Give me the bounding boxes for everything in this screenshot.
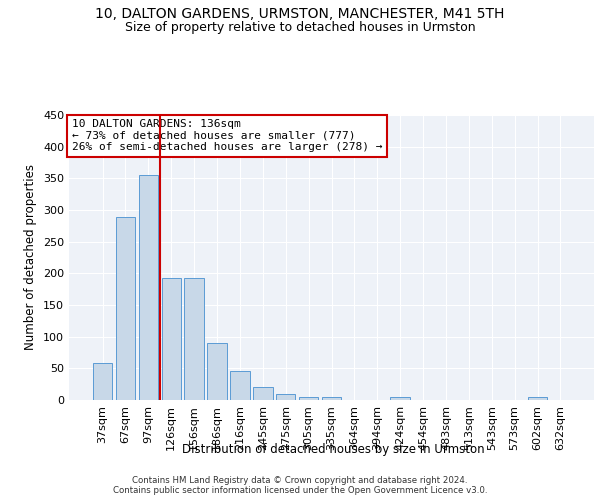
Y-axis label: Number of detached properties: Number of detached properties: [25, 164, 37, 350]
Bar: [299, 397, 319, 400]
Text: 10, DALTON GARDENS, URMSTON, MANCHESTER, M41 5TH: 10, DALTON GARDENS, URMSTON, MANCHESTER,…: [95, 8, 505, 22]
Bar: [208, 343, 227, 400]
Bar: [528, 398, 547, 400]
Bar: [230, 371, 250, 400]
Bar: [276, 394, 295, 400]
Text: Distribution of detached houses by size in Urmston: Distribution of detached houses by size …: [182, 442, 484, 456]
Bar: [184, 278, 204, 400]
Text: Size of property relative to detached houses in Urmston: Size of property relative to detached ho…: [125, 22, 475, 35]
Bar: [116, 217, 135, 400]
Bar: [253, 386, 272, 400]
Bar: [161, 278, 181, 400]
Bar: [139, 174, 158, 400]
Bar: [322, 397, 341, 400]
Text: 10 DALTON GARDENS: 136sqm
← 73% of detached houses are smaller (777)
26% of semi: 10 DALTON GARDENS: 136sqm ← 73% of detac…: [71, 120, 382, 152]
Bar: [391, 398, 410, 400]
Bar: [93, 362, 112, 400]
Text: Contains HM Land Registry data © Crown copyright and database right 2024.
Contai: Contains HM Land Registry data © Crown c…: [113, 476, 487, 495]
